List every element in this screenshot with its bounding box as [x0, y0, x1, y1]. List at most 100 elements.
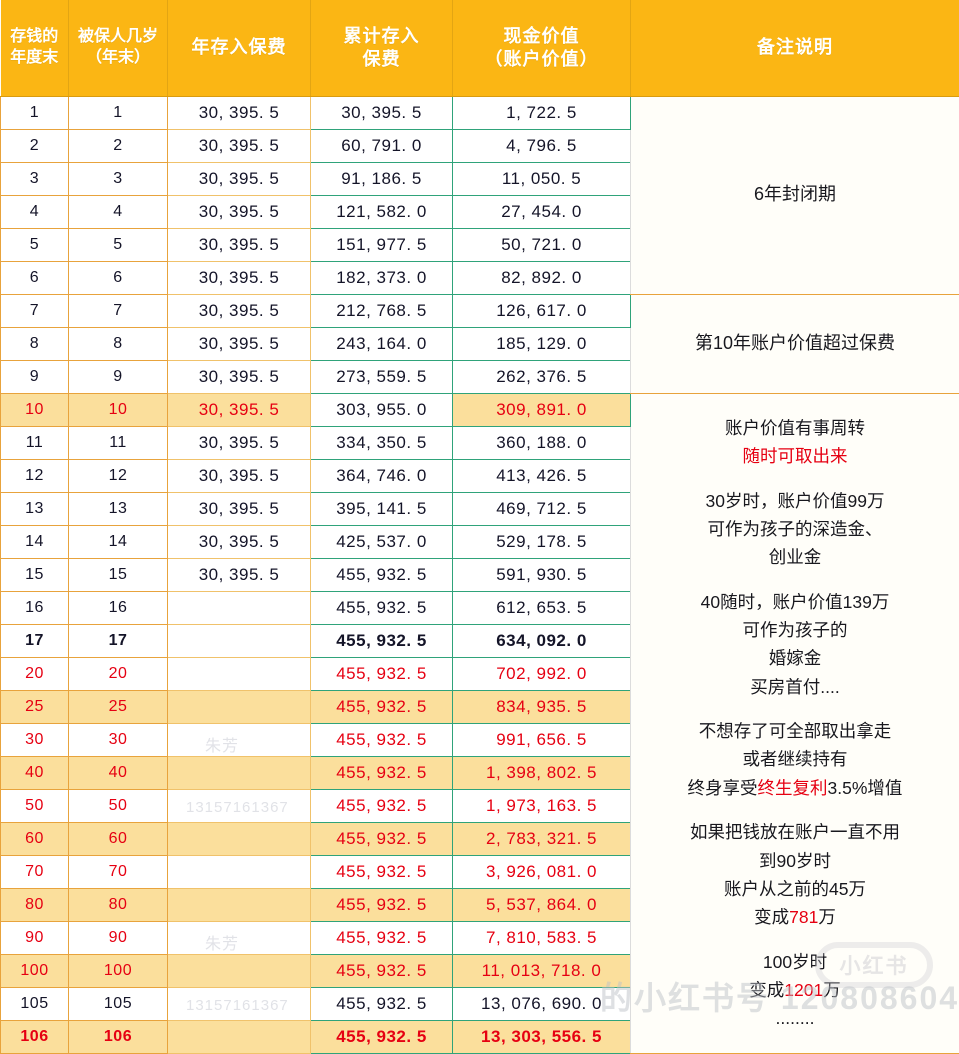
cell-year-end: 6	[0, 261, 69, 295]
cell-insured-age: 3	[68, 162, 168, 196]
cell-cumulative-premium: 455, 932. 5	[310, 756, 453, 790]
remark-line-3: 30岁时，账户价值99万	[705, 490, 885, 511]
remark-line-10: 不想存了可全部取出拿走	[698, 721, 892, 742]
cell-cash-value: 591, 930. 5	[452, 558, 631, 592]
header-remarks-label: 备注说明	[757, 37, 833, 58]
spacer	[632, 802, 959, 818]
cell-cumulative-premium: 455, 932. 5	[310, 822, 453, 856]
cell-annual-premium: 30, 395. 5	[167, 261, 311, 295]
cell-year-end: 70	[0, 855, 69, 889]
table-row: 16 16 455, 932. 5 612, 653. 5	[0, 591, 959, 625]
cell-year-end: 8	[0, 327, 69, 361]
cell-cumulative-premium: 182, 373. 0	[310, 261, 453, 295]
cell-insured-age: 13	[68, 492, 168, 526]
cell-annual-premium: 30, 395. 5	[167, 558, 311, 592]
cell-cash-value: 13, 076, 690. 0	[452, 987, 631, 1021]
remark-line-12-compound-interest: 终身享受终生复利3.5%增值	[632, 774, 959, 802]
remark-line-8: 婚嫁金	[768, 648, 822, 669]
table-row: 105 105 455, 932. 5 13, 076, 690. 0	[0, 987, 959, 1021]
cell-cash-value: 262, 376. 5	[452, 360, 631, 394]
table-row: 13 13 30, 395. 5 395, 141. 5 469, 712. 5	[0, 492, 959, 526]
cell-year-end: 30	[0, 723, 69, 757]
cell-year-end: 15	[0, 558, 69, 592]
table-row: 70 70 455, 932. 5 3, 926, 081. 0	[0, 855, 959, 889]
cell-cumulative-premium: 455, 932. 5	[310, 789, 453, 823]
remark-block-closed-period: 6年封闭期	[630, 96, 959, 295]
cell-annual-premium	[167, 921, 311, 955]
cell-cash-value: 1, 973, 163. 5	[452, 789, 631, 823]
remark-line-12-prefix: 终身享受	[687, 777, 758, 798]
remark-line-16-value-at-90: 变成781万	[632, 903, 959, 931]
cell-year-end: 40	[0, 756, 69, 790]
cell-cash-value: 612, 653. 5	[452, 591, 631, 625]
cell-annual-premium	[167, 756, 311, 790]
cell-cash-value: 2, 783, 321. 5	[452, 822, 631, 856]
cell-insured-age: 80	[68, 888, 168, 922]
cell-insured-age: 9	[68, 360, 168, 394]
remark-line-6: 40随时，账户价值139万	[700, 591, 890, 612]
header-year-end-line1: 存钱的	[10, 28, 59, 46]
cell-cash-value: 27, 454. 0	[452, 195, 631, 229]
remark-closed-period-text: 6年封闭期	[753, 184, 836, 205]
cell-year-end: 13	[0, 492, 69, 526]
table-row: 50 50 455, 932. 5 1, 973, 163. 5	[0, 789, 959, 823]
spacer	[632, 701, 959, 717]
cell-year-end: 2	[0, 129, 69, 163]
table-row: 15 15 30, 395. 5 455, 932. 5 591, 930. 5	[0, 558, 959, 592]
cell-cash-value: 7, 810, 583. 5	[452, 921, 631, 955]
remark-line-16-amount: 781	[789, 907, 819, 928]
remark-block-details: 账户价值有事周转 随时可取出来 30岁时，账户价值99万 可作为孩子的深造金、 创业金 4…	[630, 393, 959, 1054]
table-row: 11 11 30, 395. 5 334, 350. 5 360, 188. 0	[0, 426, 959, 460]
cell-annual-premium: 30, 395. 5	[167, 459, 311, 493]
cell-cash-value: 1, 722. 5	[452, 96, 631, 130]
cell-annual-premium: 30, 395. 5	[167, 360, 311, 394]
cell-cash-value: 50, 721. 0	[452, 228, 631, 262]
cell-insured-age: 11	[68, 426, 168, 460]
cell-annual-premium	[167, 690, 311, 724]
cell-insured-age: 100	[68, 954, 168, 988]
table-row: 106 106 455, 932. 5 13, 303, 556. 5	[0, 1020, 959, 1054]
cell-insured-age: 15	[68, 558, 168, 592]
cell-cumulative-premium: 91, 186. 5	[310, 162, 453, 196]
cell-cumulative-premium: 425, 537. 0	[310, 525, 453, 559]
cell-cumulative-premium: 212, 768. 5	[310, 294, 453, 328]
cell-cash-value: 11, 013, 718. 0	[452, 954, 631, 988]
cell-annual-premium: 30, 395. 5	[167, 162, 311, 196]
cell-annual-premium	[167, 789, 311, 823]
cell-annual-premium	[167, 954, 311, 988]
cell-insured-age: 25	[68, 690, 168, 724]
header-cumulative-premium: 累计存入 保费	[310, 0, 453, 97]
cell-year-end: 17	[0, 624, 69, 658]
remark-line-4: 可作为孩子的深造金、	[707, 519, 883, 540]
cell-year-end: 60	[0, 822, 69, 856]
cell-year-end: 11	[0, 426, 69, 460]
cell-year-end: 100	[0, 954, 69, 988]
cell-cash-value: 5, 537, 864. 0	[452, 888, 631, 922]
cell-cumulative-premium: 455, 932. 5	[310, 921, 453, 955]
remark-line-14: 到90岁时	[759, 850, 831, 871]
cell-year-end: 5	[0, 228, 69, 262]
cell-cash-value: 13, 303, 556. 5	[452, 1020, 631, 1054]
remark-line-12-suffix: 3.5%增值	[827, 777, 903, 798]
table-row: 20 20 455, 932. 5 702, 992. 0	[0, 657, 959, 691]
cell-annual-premium	[167, 855, 311, 889]
cell-cash-value: 469, 712. 5	[452, 492, 631, 526]
cell-annual-premium	[167, 591, 311, 625]
header-cash-value: 现金价值 （账户价值）	[452, 0, 631, 97]
remark-line-18-value-at-100: 变成1201万	[632, 976, 959, 1004]
cell-year-end: 7	[0, 294, 69, 328]
cell-year-end: 16	[0, 591, 69, 625]
table-row: 6 6 30, 395. 5 182, 373. 0 82, 892. 0	[0, 261, 959, 295]
table-body: 1 1 30, 395. 5 30, 395. 5 1, 722. 5 6年封闭期 2 2 30…	[0, 96, 959, 1054]
table-row: 90 90 455, 932. 5 7, 810, 583. 5	[0, 921, 959, 955]
table-row: 2 2 30, 395. 5 60, 791. 0 4, 796. 5	[0, 129, 959, 163]
header-annual-premium: 年存入保费	[167, 0, 311, 97]
cell-cumulative-premium: 243, 164. 0	[310, 327, 453, 361]
cell-cash-value: 702, 992. 0	[452, 657, 631, 691]
cell-cumulative-premium: 455, 932. 5	[310, 624, 453, 658]
cell-cumulative-premium: 334, 350. 5	[310, 426, 453, 460]
remark-line-5: 创业金	[768, 547, 822, 568]
table-row: 17 17 455, 932. 5 634, 092. 0	[0, 624, 959, 658]
cell-cash-value: 1, 398, 802. 5	[452, 756, 631, 790]
cell-insured-age: 60	[68, 822, 168, 856]
